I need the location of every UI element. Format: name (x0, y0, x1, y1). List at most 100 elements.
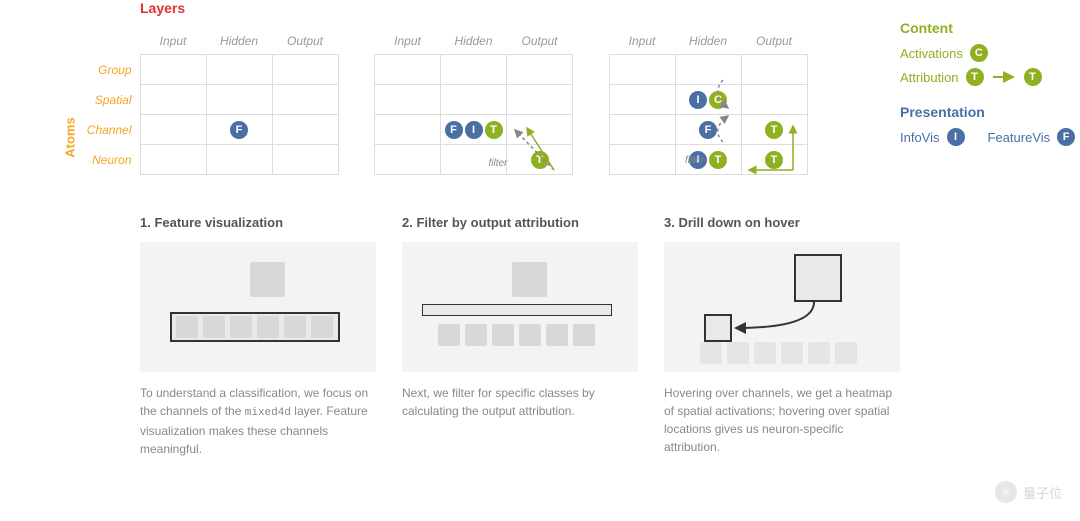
row-header (359, 115, 375, 145)
watermark-text: 量子位 (1023, 483, 1062, 502)
cell-Spatial-Hidden (441, 85, 507, 115)
filter-label: filter (685, 155, 704, 166)
cell-Channel-Input (609, 115, 675, 145)
chip-T: T (765, 151, 783, 169)
filter-label: filter (489, 158, 508, 169)
presentation-title: Presentation (900, 104, 1080, 120)
chip-T: T (1024, 68, 1042, 86)
cell-Group-Hidden (441, 55, 507, 85)
content-title: Content (900, 20, 1080, 36)
cell-Group-Output (741, 55, 807, 85)
row-header: Group (70, 55, 140, 85)
cell-Spatial-Hidden (206, 85, 272, 115)
chip-I: I (947, 128, 965, 146)
cell-Channel-Hidden: FIT (441, 115, 507, 145)
chip-C: C (709, 91, 727, 109)
cell-Channel-Hidden: F (206, 115, 272, 145)
chip-C: C (970, 44, 988, 62)
watermark: ✳ 量子位 (995, 481, 1062, 503)
legend-label: FeatureVis (988, 130, 1051, 145)
cell-Group-Hidden (675, 55, 741, 85)
cell-Neuron-Input (375, 145, 441, 175)
card: 1. Feature visualization To understand a… (140, 215, 376, 470)
cell-Channel-Hidden: F (675, 115, 741, 145)
card-title: 2. Filter by output attribution (402, 215, 638, 230)
col-header: Output (272, 28, 338, 55)
grids-container: LayersAtomsInputHiddenOutputGroupSpatial… (30, 20, 900, 175)
arrow-icon (991, 70, 1017, 84)
grid-2: InputHiddenOutputICFTITT filter (593, 20, 808, 175)
col-header: Output (507, 28, 573, 55)
chip-F: F (230, 121, 248, 139)
cell-Neuron-Output: T (507, 145, 573, 175)
card-title: 3. Drill down on hover (664, 215, 900, 230)
legend-row: Attribution T T (900, 68, 1080, 86)
cell-Neuron-Input (609, 145, 675, 175)
chip-T: T (531, 151, 549, 169)
cell-Neuron-Hidden (206, 145, 272, 175)
row-header (593, 115, 609, 145)
chip-F: F (1057, 128, 1075, 146)
chip-F: F (445, 121, 463, 139)
card-desc: To understand a classification, we focus… (140, 384, 376, 458)
cards-row: 1. Feature visualization To understand a… (30, 215, 900, 470)
card-desc: Hovering over channels, we get a heatmap… (664, 384, 900, 456)
row-header: Neuron (70, 145, 140, 175)
row-header (359, 145, 375, 175)
chip-T: T (966, 68, 984, 86)
row-header (593, 55, 609, 85)
cell-Group-Hidden (206, 55, 272, 85)
legend: Content Activations C Attribution T T Pres… (900, 20, 1080, 175)
row-header: Channel (70, 115, 140, 145)
col-header: Input (140, 28, 206, 55)
row-header (359, 85, 375, 115)
cell-Channel-Output (507, 115, 573, 145)
row-header (593, 85, 609, 115)
thumbnail (402, 242, 638, 372)
col-header: Hidden (206, 28, 272, 55)
layers-title: Layers (140, 0, 185, 16)
row-header (359, 55, 375, 85)
wechat-icon: ✳ (995, 481, 1017, 503)
legend-label: Attribution (900, 70, 959, 85)
legend-row: Activations C (900, 44, 1080, 62)
chip-T: T (485, 121, 503, 139)
grid-0: LayersAtomsInputHiddenOutputGroupSpatial… (30, 20, 339, 175)
chip-F: F (699, 121, 717, 139)
cell-Channel-Output: T (741, 115, 807, 145)
chip-T: T (765, 121, 783, 139)
cell-Group-Input (140, 55, 206, 85)
cell-Spatial-Hidden: IC (675, 85, 741, 115)
col-header: Output (741, 28, 807, 55)
card: 3. Drill down on hover Hovering over cha… (664, 215, 900, 470)
cell-Channel-Input (140, 115, 206, 145)
atoms-title: Atoms (63, 117, 78, 157)
card: 2. Filter by output attribution Next, we… (402, 215, 638, 470)
chip-I: I (689, 91, 707, 109)
cell-Neuron-Input (140, 145, 206, 175)
chip-T: T (709, 151, 727, 169)
row-header: Spatial (70, 85, 140, 115)
cell-Spatial-Input (375, 85, 441, 115)
col-header: Hidden (675, 28, 741, 55)
thumb-arrow (664, 242, 894, 372)
cell-Channel-Input (375, 115, 441, 145)
cell-Spatial-Output (741, 85, 807, 115)
chip-I: I (465, 121, 483, 139)
cell-Spatial-Input (609, 85, 675, 115)
cell-Group-Input (609, 55, 675, 85)
cell-Spatial-Output (507, 85, 573, 115)
card-title: 1. Feature visualization (140, 215, 376, 230)
cell-Channel-Output (272, 115, 338, 145)
cell-Group-Output (507, 55, 573, 85)
legend-label: InfoVis (900, 130, 940, 145)
col-header: Input (375, 28, 441, 55)
thumbnail (140, 242, 376, 372)
cell-Group-Input (375, 55, 441, 85)
card-desc: Next, we filter for specific classes by … (402, 384, 638, 420)
row-header (593, 145, 609, 175)
legend-label: Activations (900, 46, 963, 61)
grid-1: InputHiddenOutputFITT filter (359, 20, 574, 175)
cell-Group-Output (272, 55, 338, 85)
cell-Neuron-Output (272, 145, 338, 175)
